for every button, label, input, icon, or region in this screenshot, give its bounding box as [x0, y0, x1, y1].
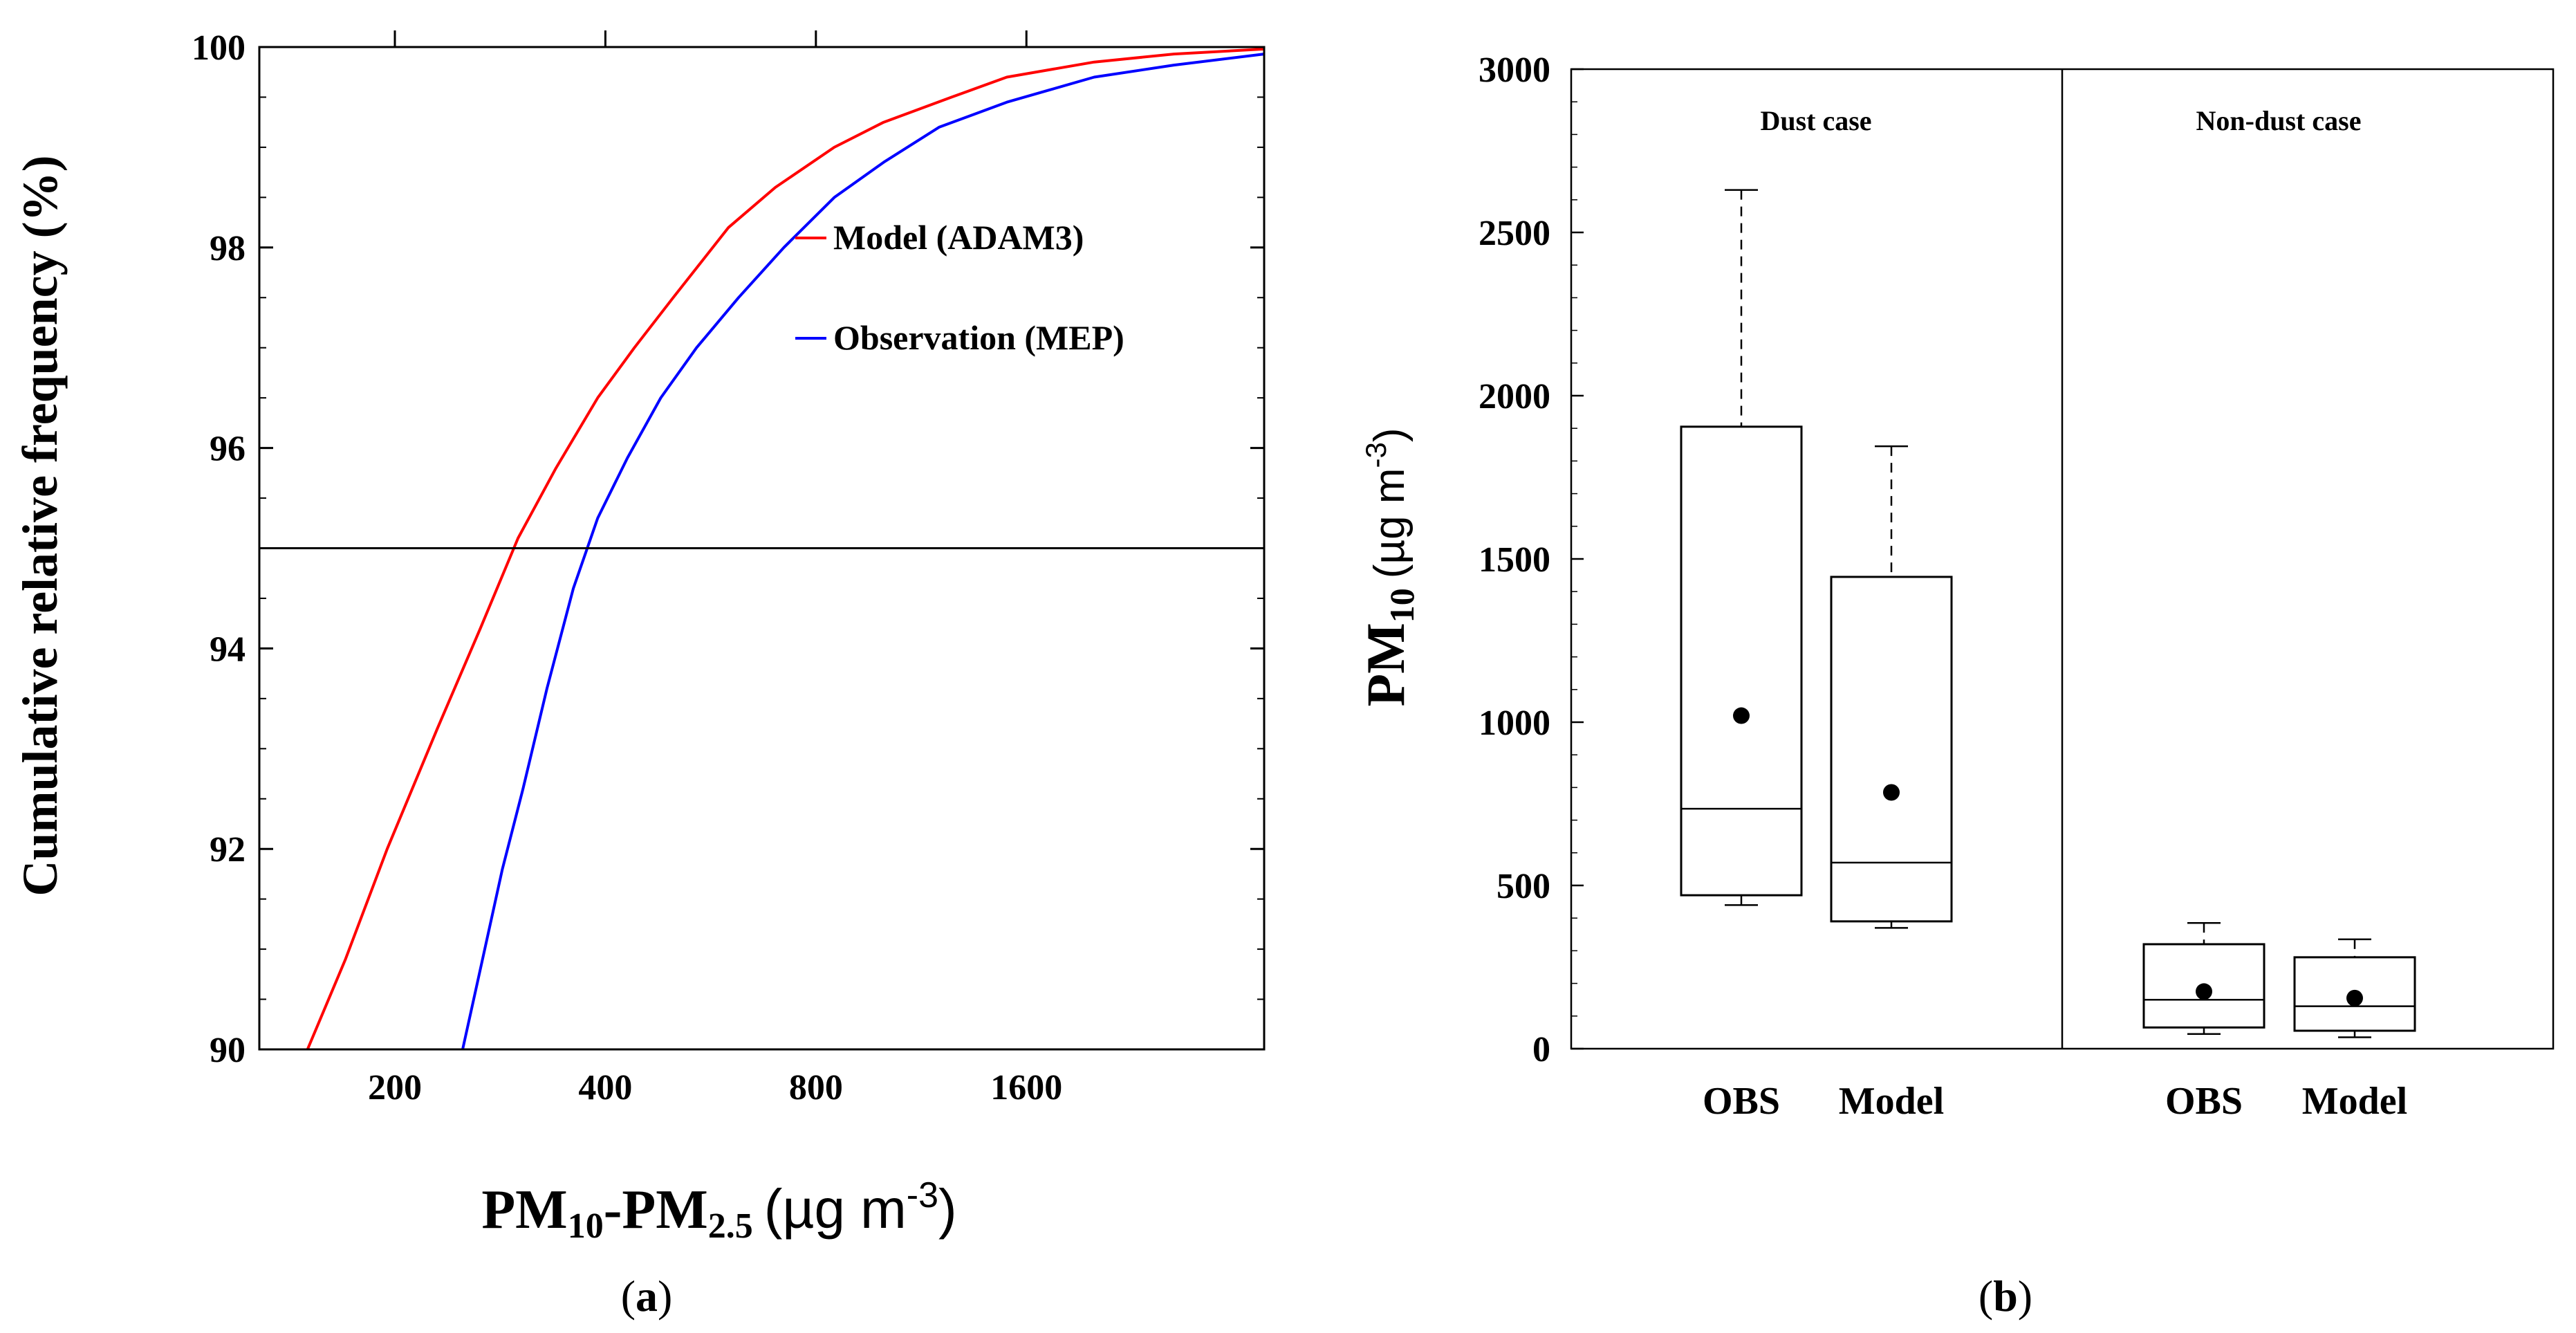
- a-series-line-0: [306, 47, 1265, 1050]
- a-legend: Model (ADAM3) Observation (MEP): [795, 218, 1124, 357]
- b-box: Model: [1830, 445, 1953, 1123]
- a-legend-label: Model (ADAM3): [833, 218, 1084, 257]
- a-xtick-label: 800: [789, 1068, 843, 1107]
- b-ytick-label: 1500: [1479, 540, 1550, 580]
- a-label-open: (: [621, 1271, 636, 1321]
- a-x-axis-title: PM10-PM2.5 (µg m-3): [481, 1175, 956, 1246]
- b-group-title: Non-dust case: [2196, 105, 2362, 136]
- a-ytick-label: 94: [210, 629, 245, 669]
- b-panel-label: (b): [1979, 1271, 2032, 1321]
- b-groups: Dust case OBS Model Non-dust case OBS Model: [1680, 105, 2416, 1123]
- a-ytick-label: 96: [210, 430, 245, 469]
- b-label-letter: b: [1993, 1271, 2018, 1321]
- b-tick-labels: 0 500 1000 1500 2000 2500 3000: [1479, 50, 1550, 1069]
- b-ytick-label: 0: [1532, 1030, 1550, 1069]
- b-category-label: Model: [1839, 1080, 1944, 1123]
- a-xtitle-close: ): [938, 1178, 957, 1240]
- b-mean-dot: [2196, 983, 2212, 1000]
- b-ytitle-exp: -3: [1360, 442, 1392, 468]
- b-mean-dot: [2346, 989, 2363, 1006]
- b-ytick-label: 500: [1497, 867, 1550, 906]
- a-tick-marks: [259, 30, 1264, 1051]
- a-ytick-label: 98: [210, 229, 245, 268]
- a-xtitle-pm: PM: [481, 1179, 567, 1240]
- a-xtitle-dash: -PM: [604, 1179, 708, 1240]
- b-box-rect: [1830, 576, 1953, 923]
- a-ytick-label: 100: [192, 28, 245, 68]
- b-group: Dust case OBS Model: [1680, 105, 1953, 1123]
- a-series-line-1: [461, 53, 1265, 1050]
- b-label-close: ): [2018, 1271, 2032, 1321]
- a-curves: [306, 47, 1265, 1050]
- b-category-label: Model: [2302, 1080, 2407, 1123]
- b-ytitle-close: ): [1366, 428, 1414, 442]
- a-panel-label: (a): [621, 1271, 673, 1321]
- a-ytick-label: 90: [210, 1031, 245, 1070]
- panel-a-cdf-chart: 90 92 94 96 98 100 200 400 800 1600 Model (ADAM3)…: [12, 28, 1266, 1321]
- b-label-open: (: [1979, 1271, 1993, 1321]
- b-box-rect: [1680, 425, 1803, 897]
- b-y-axis-title: PM10 (µg m-3): [1355, 428, 1421, 706]
- a-xtitle-sub25: 2.5: [708, 1206, 753, 1246]
- a-legend-label: Observation (MEP): [833, 318, 1124, 357]
- b-box: OBS: [2142, 922, 2265, 1123]
- a-y-axis-title: Cumulative relative frequency (%): [12, 155, 68, 896]
- b-mean-dot: [1883, 784, 1900, 801]
- b-category-label: OBS: [2165, 1080, 2243, 1123]
- b-ytick-label: 2000: [1479, 377, 1550, 416]
- a-tick-labels: 90 92 94 96 98 100 200 400 800 1600: [192, 28, 1062, 1107]
- b-group-title: Dust case: [1760, 105, 1871, 136]
- b-ytick-label: 3000: [1479, 50, 1550, 90]
- a-xtick-label: 400: [578, 1068, 632, 1107]
- a-xtitle-sub10: 10: [568, 1206, 604, 1246]
- a-label-letter: a: [636, 1271, 658, 1321]
- b-ytitle-units: (µg m: [1366, 468, 1414, 579]
- a-xtick-label: 1600: [990, 1068, 1062, 1107]
- b-category-label: OBS: [1703, 1080, 1780, 1123]
- b-box: OBS: [1680, 189, 1803, 1123]
- a-label-close: ): [658, 1271, 672, 1321]
- b-box: Model: [2293, 938, 2416, 1123]
- a-xtitle-units: (µg m: [764, 1178, 907, 1240]
- b-tick-marks: [1571, 68, 1584, 1050]
- b-mean-dot: [1733, 707, 1750, 724]
- a-xtitle-exp: -3: [907, 1175, 938, 1215]
- a-xtick-label: 200: [368, 1068, 422, 1107]
- panel-b-box-chart: 0 500 1000 1500 2000 2500 3000 Dust case OBS Mod…: [1355, 50, 2555, 1321]
- a-ytick-label: 92: [210, 830, 245, 870]
- b-ytitle-sub10: 10: [1382, 588, 1421, 623]
- b-ytick-label: 1000: [1479, 704, 1550, 743]
- b-ytitle-pm: PM: [1355, 623, 1416, 706]
- b-ytick-label: 2500: [1479, 214, 1550, 253]
- b-group: Non-dust case OBS Model: [2142, 105, 2416, 1123]
